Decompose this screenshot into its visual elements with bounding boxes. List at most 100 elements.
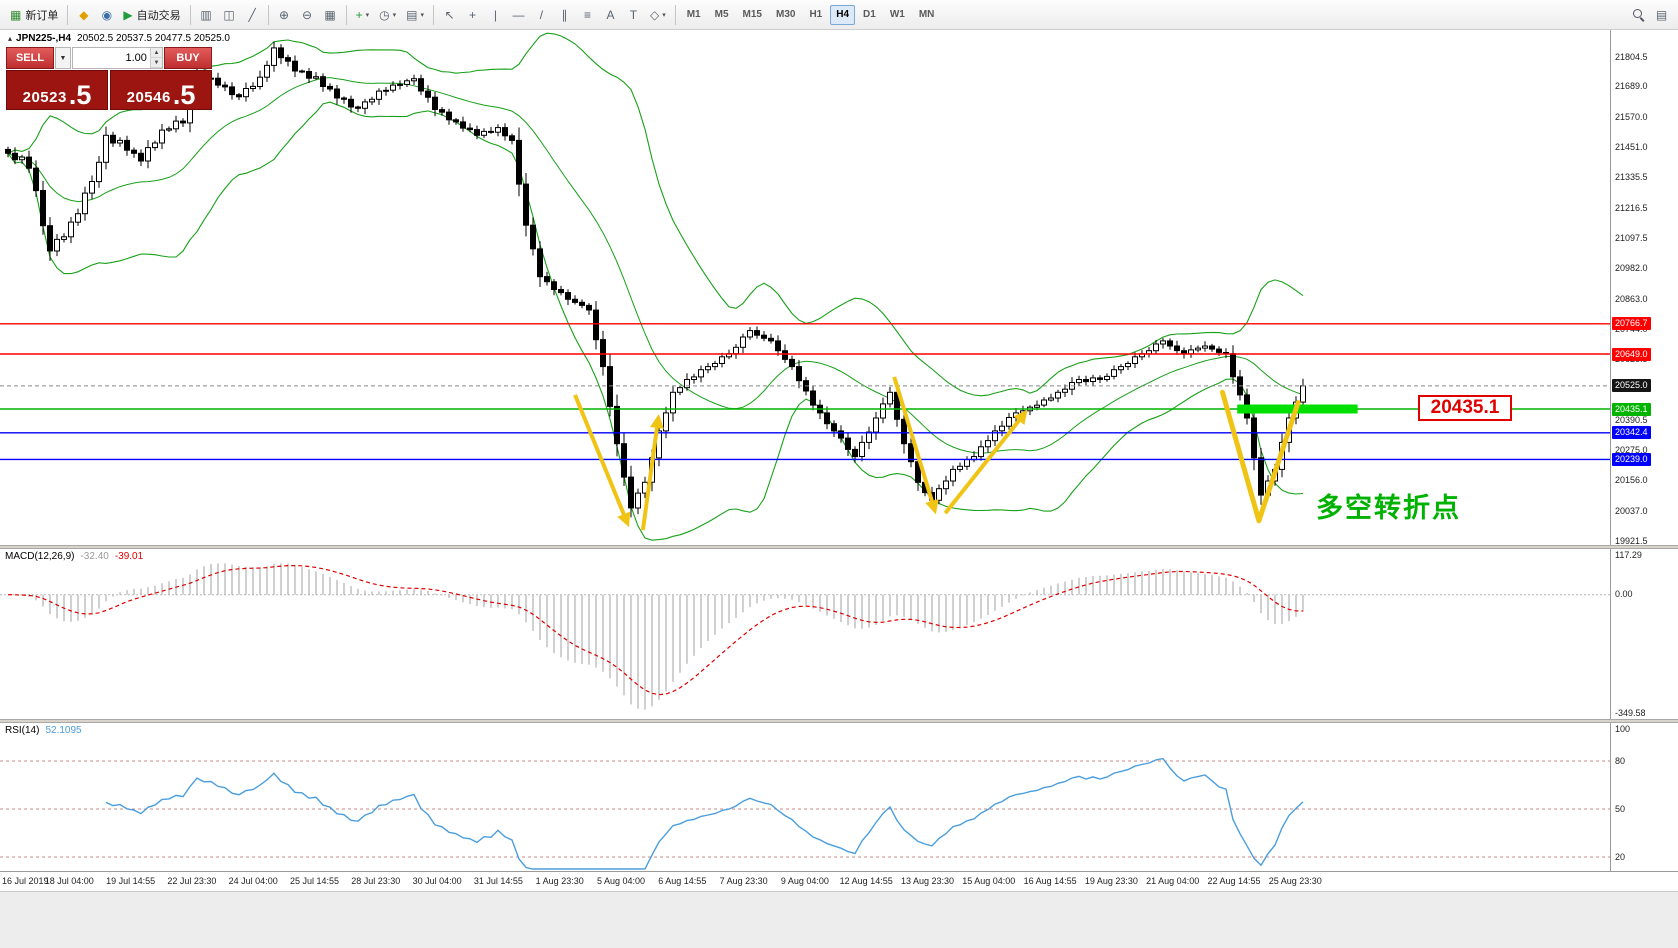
label-button[interactable]: T [622,3,645,26]
timeframe-m15-button[interactable]: M15 [742,9,762,20]
timeframe-d1-button[interactable]: D1 [863,9,876,20]
chevron-down-icon: ▾ [420,11,424,19]
text-icon: A [606,7,615,22]
price-tick: 20390.5 [1615,414,1648,425]
timeframe-h4-button[interactable]: H4 [830,4,856,25]
buy-button[interactable]: BUY [164,47,212,69]
new-order-button[interactable]: ▦ 新订单 [5,3,63,26]
price-tick: 20037.0 [1615,505,1648,516]
main-chart-pane[interactable]: ▴ JPN225-,H4 20502.5 20537.5 20477.5 20525… [0,30,1678,546]
timeframe-m5-button[interactable]: M5 [714,9,729,20]
support-price-label[interactable]: 20435.1 [1418,395,1512,421]
cursor-button[interactable]: ↖ [438,3,461,26]
tile-windows-button[interactable]: ▦ [319,3,342,26]
time-label: 25 Jul 14:55 [289,876,340,886]
ask-price[interactable]: 20546.5 [110,70,212,110]
crosshair-button[interactable]: + [461,3,484,26]
rsi-chart[interactable] [0,723,1610,871]
time-label: 13 Aug 23:30 [900,876,955,886]
symbol-header: ▴ JPN225-,H4 20502.5 20537.5 20477.5 20525… [8,33,230,44]
text-button[interactable]: A [599,3,622,26]
zoom-in-button[interactable]: ⊕ [273,3,296,26]
toolbar: ▦ 新订单 ◆ ◉ ▶ 自动交易 ▥ ◫ ╱ ⊕ ⊖ ▦ + ▾ ◷ ▾ ▤ ▾ ↖ + | — / ∥ ≡ A T ◇ ▾ M1 M5 M1… [0,0,1678,30]
search-button[interactable] [1627,3,1650,26]
time-axis[interactable]: 16 Jul 2019 18 Jul 04:00 19 Jul 14:55 22 Ju… [0,871,1678,891]
autotrading-button[interactable]: ▶ 自动交易 [118,3,185,26]
fibonacci-button[interactable]: ≡ [576,3,599,26]
data-window-button[interactable]: ▤ [1650,3,1673,26]
price-tick: 20863.0 [1615,293,1648,304]
time-label: 19 Aug 23:30 [1084,876,1138,886]
time-label: 18 Jul 04:00 [44,876,94,886]
bid-price-frac: .5 [68,80,92,110]
macd-main-value: -32.40 [80,551,109,562]
level-price-badge: 20342.4 [1612,426,1651,440]
line-chart-icon: ╱ [248,7,256,22]
indicators-button[interactable]: + ▾ [351,3,375,26]
templates-button[interactable]: ▤ ▾ [401,3,429,26]
candlestick-button[interactable]: ◫ [218,3,241,26]
new-order-button-label: 新订单 [25,9,59,22]
bid-price[interactable]: 20523.5 [6,70,108,110]
window-bottom-strip [0,891,1678,948]
turning-point-note[interactable]: 多空转折点 [1316,493,1461,523]
rsi-value: 52.1095 [45,725,82,736]
pane-divider[interactable] [0,545,1678,549]
pane-divider[interactable] [0,719,1678,723]
line-chart-button[interactable]: ╱ [241,3,264,26]
macd-chart[interactable] [0,549,1610,719]
new-order-icon: ▦ [10,7,22,22]
timeframe-m1-button[interactable]: M1 [686,9,701,20]
time-label: 16 Aug 14:55 [1023,876,1077,886]
periods-button[interactable]: ◷ ▾ [374,3,401,26]
price-tick: 21216.5 [1615,202,1648,213]
horizontal-line-button[interactable]: — [507,3,530,26]
timeframe-h1-button[interactable]: H1 [809,9,823,20]
shapes-button[interactable]: ◇ ▾ [645,3,671,26]
rsi-axis[interactable]: 100 80 50 20 [1610,723,1678,871]
macd-tick: -349.58 [1615,707,1646,718]
macd-pane[interactable]: MACD(12,26,9) -32.40 -39.01 117.29 0.00 -349… [0,549,1678,719]
market-button[interactable]: ◉ [95,3,118,26]
price-axis[interactable]: 21804.5 21689.0 21570.0 21451.0 21335.5 21216… [1610,30,1678,546]
rsi-pane[interactable]: RSI(14) 52.1095 100 80 50 20 [0,723,1678,871]
time-label: 19 Jul 14:55 [106,876,156,886]
volume-down-stepper[interactable]: ▼ [150,58,162,68]
vertical-line-button[interactable]: | [484,3,507,26]
horizontal-line-icon: — [512,7,525,22]
volume-up-stepper[interactable]: ▲ [150,48,162,58]
indicators-plus-icon: + [355,7,363,22]
timeframe-m30-button[interactable]: M30 [775,9,796,20]
macd-axis[interactable]: 117.29 0.00 -349.58 [1610,549,1678,719]
volume-dropdown[interactable]: ▼ [55,47,71,69]
chevron-down-icon: ▾ [392,11,397,19]
toolbar-separator [345,4,347,25]
price-tick: 21097.5 [1615,233,1648,244]
toolbar-right-group: ▤ [1627,3,1673,26]
timeframe-mn-button[interactable]: MN [918,9,935,20]
time-label: 5 Aug 04:00 [596,876,646,886]
channel-icon: ∥ [561,7,568,22]
metaeditor-button[interactable]: ◆ [72,3,95,26]
price-chart[interactable] [0,30,1610,545]
toolbar-separator [267,4,269,25]
template-icon: ▤ [406,7,418,22]
time-label: 7 Aug 23:30 [719,876,768,886]
time-label: 24 Jul 04:00 [228,876,278,886]
sell-button[interactable]: SELL [6,47,54,69]
trendline-button[interactable]: / [530,3,553,26]
time-label: 6 Aug 14:55 [658,876,707,886]
volume-input[interactable] [73,48,150,68]
collapse-trade-panel-icon[interactable]: ▴ [8,34,13,43]
symbol-ohlc: 20502.5 20537.5 20477.5 20525.0 [77,33,230,44]
timeframe-w1-button[interactable]: W1 [889,9,905,20]
time-label: 28 Jul 23:30 [351,876,401,886]
channel-button[interactable]: ∥ [553,3,576,26]
trendline-icon: / [539,7,544,22]
zoom-out-button[interactable]: ⊖ [296,3,319,26]
level-price-badge: 20649.0 [1612,347,1651,361]
bar-chart-button[interactable]: ▥ [195,3,218,26]
autotrading-play-icon: ▶ [123,7,133,22]
price-tick: 21804.5 [1615,51,1648,62]
